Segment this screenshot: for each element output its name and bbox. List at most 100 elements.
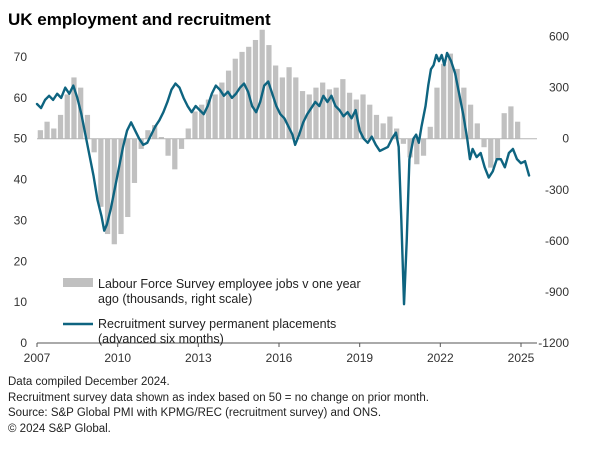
bar-70	[508, 106, 514, 139]
bar-19	[165, 138, 171, 156]
bar-30	[239, 51, 245, 139]
x-axis-ticks: 2007 2010 2013 2016 2019 2022 2025	[24, 342, 537, 365]
bar-60	[441, 63, 447, 139]
x-tick-label-2019: 2019	[346, 351, 373, 365]
bar-36	[279, 77, 285, 139]
x-tick-label-2010: 2010	[104, 351, 131, 365]
bar-13	[125, 138, 131, 218]
bar-41	[313, 87, 319, 139]
recruitment-line	[35, 51, 531, 306]
bar-52	[387, 116, 393, 139]
bar-28	[225, 70, 232, 139]
line-series-layer	[35, 51, 531, 306]
right-axis-ticks: 600 300 0 -300 -600 -900 -1200	[538, 30, 569, 350]
bar-26	[212, 94, 218, 139]
legend-swatch-bars	[63, 278, 93, 287]
bar-58	[427, 126, 433, 139]
x-tick-label-2025: 2025	[508, 351, 535, 365]
bar-14	[131, 138, 138, 183]
chart-title: UK employment and recruitment	[8, 10, 271, 29]
bar-9	[98, 138, 104, 207]
bar-71	[515, 121, 521, 139]
left-axis-ticks: 0 10 20 30 40 50 60 70	[14, 50, 28, 350]
right-tick--900: -900	[545, 285, 569, 299]
left-tick-20: 20	[14, 254, 28, 268]
x-tick-label-2013: 2013	[185, 351, 212, 365]
chart-canvas: 0 10 20 30 40 50 60 70 600 300 0 -300 -600 -900 -1200…	[14, 29, 570, 365]
bar-39	[299, 91, 306, 139]
bar-50	[373, 114, 380, 139]
left-tick-50: 50	[14, 132, 28, 146]
legend-label-bars-0: Labour Force Survey employee jobs v one …	[98, 277, 361, 291]
bar-66	[481, 138, 487, 148]
x-tick-label-2022: 2022	[427, 351, 454, 365]
bar-43	[326, 89, 333, 139]
bar-69	[501, 113, 507, 139]
bar-8	[91, 138, 97, 153]
bar-55	[407, 138, 413, 158]
legend-label-line-0: Recruitment survey permanent placements	[98, 317, 336, 331]
bar-5	[71, 77, 77, 139]
bar-64	[467, 104, 474, 139]
bar-38	[293, 77, 299, 139]
bar-48	[360, 94, 366, 139]
bar-23	[192, 111, 198, 139]
right-tick-300: 300	[549, 81, 569, 95]
bar-22	[185, 128, 191, 139]
bar-29	[232, 58, 238, 139]
bar-21	[178, 138, 185, 149]
bar-59	[434, 87, 440, 139]
bar-2	[51, 128, 57, 139]
bar-1	[44, 121, 50, 139]
bar-17	[152, 125, 158, 139]
bar-68	[494, 138, 501, 160]
bar-42	[320, 82, 326, 139]
bar-3	[57, 114, 64, 139]
bar-25	[205, 99, 212, 139]
bar-62	[454, 68, 460, 139]
bar-56	[414, 138, 420, 165]
x-tick-label-2007: 2007	[24, 351, 51, 365]
left-tick-60: 60	[14, 91, 28, 105]
bar-45	[340, 79, 346, 139]
right-tick-600: 600	[549, 30, 569, 44]
bar-57	[420, 138, 427, 156]
bar-10	[104, 138, 111, 235]
note-compiled: Data compiled December 2024.	[8, 376, 170, 388]
bar-37	[286, 67, 292, 139]
bar-16	[145, 130, 151, 139]
left-tick-70: 70	[14, 50, 28, 64]
bar-67	[488, 138, 494, 168]
note-copyright: © 2024 S&P Global.	[8, 422, 111, 435]
left-tick-30: 30	[14, 213, 28, 227]
bar-24	[199, 104, 205, 139]
bar-40	[306, 94, 312, 139]
bar-18	[158, 137, 164, 139]
left-tick-0: 0	[20, 336, 27, 350]
bar-4	[64, 94, 70, 139]
bar-20	[172, 138, 178, 170]
bar-61	[447, 53, 454, 139]
x-tick-label-2016: 2016	[266, 351, 293, 365]
bar-33	[259, 29, 265, 139]
left-tick-10: 10	[14, 295, 28, 309]
bar-65	[474, 123, 480, 139]
legend: Labour Force Survey employee jobs v one …	[63, 277, 361, 346]
bar-32	[252, 39, 259, 139]
right-tick--1200: -1200	[538, 336, 569, 350]
bar-7	[84, 114, 91, 139]
note-index-basis: Recruitment survey data shown as index b…	[8, 391, 429, 404]
footnotes: Data compiled December 2024. Recruitment…	[8, 375, 429, 437]
legend-label-line-1: (advanced six months)	[98, 332, 224, 346]
left-tick-40: 40	[14, 173, 28, 187]
bar-27	[219, 82, 225, 139]
bar-49	[367, 104, 373, 139]
right-tick--600: -600	[545, 234, 569, 248]
right-tick--300: -300	[545, 183, 569, 197]
bar-0	[37, 130, 43, 139]
legend-label-bars-1: ago (thousands, right scale)	[98, 292, 252, 306]
right-tick-0: 0	[562, 132, 569, 146]
note-source: Source: S&P Global PMI with KPMG/REC (re…	[8, 407, 382, 419]
bar-12	[118, 138, 124, 235]
bar-34	[266, 45, 272, 139]
